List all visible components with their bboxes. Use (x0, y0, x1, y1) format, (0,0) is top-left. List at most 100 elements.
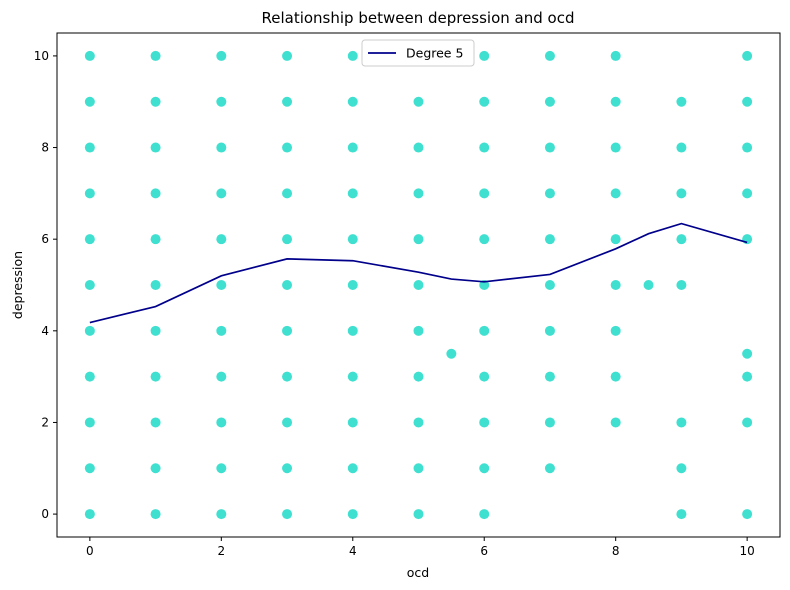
scatter-point (742, 142, 753, 153)
scatter-point (742, 509, 753, 520)
scatter-point (676, 96, 687, 107)
scatter-point (413, 234, 424, 245)
scatter-point (610, 280, 621, 290)
x-tick-label: 6 (480, 544, 488, 558)
scatter-point (216, 142, 227, 153)
scatter-point (150, 50, 161, 61)
scatter-point (216, 50, 227, 61)
scatter-point (544, 463, 555, 474)
scatter-point (216, 188, 227, 199)
scatter-point (347, 463, 358, 474)
scatter-point (742, 96, 753, 107)
scatter-point (347, 417, 358, 428)
scatter-point (479, 188, 490, 199)
scatter-point (150, 509, 161, 520)
scatter-point (216, 234, 227, 245)
chart-title: Relationship between depression and ocd (261, 9, 574, 27)
scatter-point (676, 188, 687, 199)
scatter-point (347, 325, 358, 336)
scatter-point (413, 188, 424, 199)
legend: Degree 5 (361, 39, 475, 67)
scatter-point (413, 371, 424, 382)
scatter-point (742, 188, 753, 199)
scatter-point (610, 142, 621, 153)
scatter-point (84, 325, 95, 336)
scatter-point (347, 188, 358, 199)
x-axis-ticks: 0 2 4 6 8 10 (86, 537, 755, 558)
scatter-point (150, 234, 161, 245)
scatter-point (84, 280, 95, 290)
scatter-point (610, 417, 621, 428)
scatter-point (84, 142, 95, 153)
scatter-point (479, 142, 490, 153)
scatter-point (610, 188, 621, 199)
scatter-point (413, 509, 424, 520)
scatter-point (282, 280, 293, 290)
y-tick-label: 4 (41, 324, 49, 338)
scatter-point (742, 50, 753, 61)
scatter-point (479, 96, 490, 107)
scatter-point (282, 509, 293, 520)
x-axis-label: ocd (407, 565, 429, 580)
scatter-point (544, 50, 555, 61)
scatter-point (676, 142, 687, 153)
scatter-point (544, 234, 555, 245)
scatter-point (150, 463, 161, 474)
y-axis-ticks: 0 2 4 6 8 10 (34, 49, 57, 521)
scatter-point (282, 325, 293, 336)
scatter-point (150, 417, 161, 428)
scatter-points (84, 50, 753, 520)
scatter-point (413, 463, 424, 474)
scatter-point (216, 325, 227, 336)
scatter-point (413, 142, 424, 153)
scatter-point (347, 142, 358, 153)
scatter-point (150, 371, 161, 382)
x-tick-label: 8 (612, 544, 620, 558)
scatter-point (479, 463, 490, 474)
scatter-point (610, 96, 621, 107)
scatter-point (150, 188, 161, 199)
scatter-point (216, 96, 227, 107)
scatter-point (413, 280, 424, 290)
scatter-point (84, 463, 95, 474)
scatter-point (282, 234, 293, 245)
scatter-point (742, 348, 753, 359)
scatter-point (84, 96, 95, 107)
scatter-point (610, 325, 621, 336)
y-tick-label: 0 (41, 507, 49, 521)
scatter-point (479, 234, 490, 245)
scatter-point (150, 96, 161, 107)
scatter-point (347, 96, 358, 107)
scatter-point (413, 325, 424, 336)
fit-line-degree-5 (89, 222, 748, 324)
scatter-point (479, 325, 490, 336)
x-tick-label: 4 (349, 544, 357, 558)
scatter-point (150, 142, 161, 153)
plot-frame (56, 32, 781, 538)
scatter-point (282, 96, 293, 107)
scatter-point (676, 509, 687, 520)
y-axis-label: depression (10, 251, 25, 319)
scatter-point (544, 142, 555, 153)
scatter-point (347, 234, 358, 245)
scatter-point (216, 371, 227, 382)
scatter-point (216, 280, 227, 290)
scatter-point (413, 96, 424, 107)
legend-entry-degree-5: Degree 5 (406, 46, 463, 61)
scatter-point (282, 463, 293, 474)
x-tick-label: 10 (739, 544, 754, 558)
scatter-point (446, 348, 457, 359)
scatter-point (742, 417, 753, 428)
scatter-point (413, 417, 424, 428)
scatter-point (84, 188, 95, 199)
scatter-point (282, 188, 293, 199)
x-tick-label: 2 (217, 544, 225, 558)
scatter-point (282, 142, 293, 153)
scatter-point (479, 371, 490, 382)
scatter-point (479, 50, 490, 61)
scatter-point (610, 50, 621, 61)
scatter-point (676, 463, 687, 474)
scatter-point (347, 280, 358, 290)
scatter-point (742, 371, 753, 382)
